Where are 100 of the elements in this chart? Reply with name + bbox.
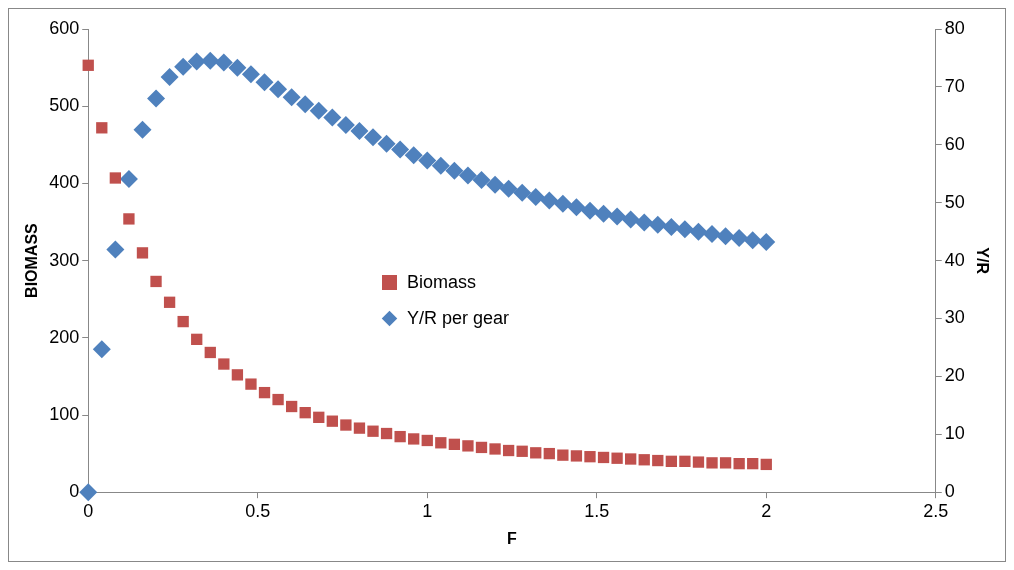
- point: [743, 231, 762, 250]
- point: [408, 433, 420, 445]
- y2-tick-label: 80: [944, 17, 965, 38]
- point: [648, 215, 667, 234]
- point: [326, 415, 338, 427]
- point: [160, 68, 179, 87]
- point: [502, 444, 515, 457]
- point: [635, 213, 654, 232]
- point: [448, 438, 461, 450]
- point: [499, 179, 518, 198]
- point: [282, 88, 301, 107]
- point: [706, 457, 718, 469]
- y2-tick-label: 40: [944, 249, 965, 270]
- point: [228, 58, 247, 77]
- point: [692, 456, 705, 468]
- point: [530, 447, 542, 459]
- point: [201, 51, 220, 70]
- point: [174, 57, 193, 76]
- point: [245, 378, 257, 390]
- point: [123, 213, 135, 225]
- point: [96, 122, 108, 134]
- point: [187, 52, 206, 71]
- point: [608, 207, 627, 226]
- y-tick-label: 200: [49, 326, 80, 347]
- point: [703, 224, 722, 243]
- point: [309, 101, 328, 120]
- point: [719, 457, 732, 469]
- point: [82, 59, 94, 71]
- point: [421, 434, 433, 447]
- point: [570, 450, 583, 462]
- point: [269, 80, 288, 99]
- point: [336, 116, 355, 135]
- x-tick-label: 2: [761, 500, 772, 521]
- point: [730, 229, 749, 248]
- x-axis-title: F: [507, 529, 518, 547]
- point: [513, 183, 532, 202]
- point: [367, 425, 379, 437]
- point: [486, 175, 505, 194]
- point: [675, 220, 694, 239]
- point: [272, 393, 284, 406]
- y-tick-label: 300: [49, 249, 80, 270]
- point: [540, 191, 559, 210]
- point: [652, 454, 664, 467]
- y-tick-label: 0: [69, 481, 80, 502]
- point: [119, 169, 138, 188]
- point: [313, 411, 325, 423]
- point: [431, 156, 450, 175]
- y2-tick-label: 10: [944, 423, 965, 444]
- point: [557, 449, 569, 461]
- x-tick-label: 2.5: [923, 500, 949, 521]
- point: [638, 454, 650, 466]
- point: [147, 89, 166, 108]
- point: [353, 422, 366, 434]
- point: [377, 134, 396, 153]
- point: [760, 458, 772, 471]
- y-tick-label: 500: [49, 95, 80, 116]
- point: [445, 161, 464, 180]
- point: [231, 369, 244, 381]
- y-axis-title: BIOMASS: [23, 222, 41, 298]
- y-tick-label: 400: [49, 172, 80, 193]
- point: [404, 146, 423, 165]
- point: [109, 172, 122, 184]
- point: [350, 121, 369, 140]
- point: [526, 187, 545, 206]
- point: [665, 455, 677, 467]
- point: [106, 240, 125, 259]
- x-tick-label: 0: [83, 500, 94, 521]
- point: [553, 194, 572, 213]
- point: [380, 427, 393, 440]
- point: [92, 340, 111, 359]
- point: [611, 452, 623, 464]
- point: [241, 65, 260, 84]
- point: [296, 95, 315, 114]
- point: [567, 198, 586, 217]
- point: [191, 333, 203, 345]
- y2-tick-label: 60: [944, 133, 965, 154]
- y2-tick-label: 30: [944, 307, 965, 328]
- legend-label: Y/R per gear: [407, 307, 510, 330]
- point: [679, 455, 691, 467]
- point: [133, 120, 152, 139]
- point: [584, 451, 596, 463]
- point: [323, 108, 342, 127]
- y-tick-label: 600: [49, 17, 80, 38]
- point: [163, 296, 176, 308]
- y-tick-label: 100: [49, 403, 80, 424]
- point: [475, 441, 488, 454]
- point: [258, 386, 271, 399]
- point: [458, 166, 477, 185]
- point: [621, 210, 640, 229]
- y2-tick-label: 20: [944, 365, 965, 386]
- point: [662, 218, 681, 237]
- legend-label: Biomass: [407, 271, 477, 294]
- point: [255, 73, 274, 92]
- y2-tick-label: 70: [944, 75, 965, 96]
- y2-tick-label: 0: [944, 481, 955, 502]
- y2-tick-label: 50: [944, 191, 965, 212]
- y2-axis-title: Y/R: [973, 247, 991, 275]
- point: [204, 346, 216, 359]
- point: [716, 227, 735, 246]
- point: [516, 445, 528, 457]
